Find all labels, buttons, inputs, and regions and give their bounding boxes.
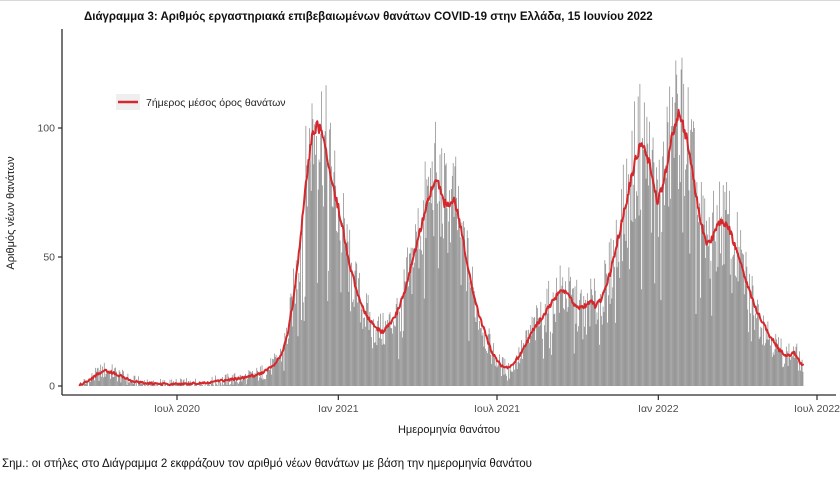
axes: 0 50 100 Ιουλ 2020 Ιαν 2021 Ιουλ 2021 Ιαν 2022… (37, 29, 840, 415)
y-axis-title: Αριθμός νέων θανάτων (5, 156, 17, 270)
legend: 7ήμερος μέσος όρος θανάτων (116, 94, 286, 110)
plot-area: 0 50 100 Ιουλ 2020 Ιαν 2021 Ιουλ 2021 Ιαν 2022… (37, 29, 840, 415)
page-title: Διάγραμμα 3: Αριθμός εργαστηριακά επιβεβ… (84, 11, 653, 23)
x-axis-title: Ημερομηνία θανάτου (398, 424, 500, 436)
footnote: Σημ.: οι στήλες στο Διάγραμμα 2 εκφράζου… (2, 458, 532, 470)
avg-line-series (78, 108, 804, 387)
x-tick-label: Ιαν 2022 (638, 403, 679, 415)
y-tick-label: 100 (37, 123, 55, 135)
y-tick-label: 0 (49, 381, 55, 393)
bars-series (80, 57, 804, 386)
x-tick-label: Ιαν 2021 (318, 403, 359, 415)
legend-label: 7ήμερος μέσος όρος θανάτων (146, 97, 286, 109)
y-tick-label: 50 (43, 252, 55, 264)
x-tick-label: Ιουλ 2022 (794, 403, 840, 415)
x-tick-label: Ιουλ 2021 (474, 403, 520, 415)
x-tick-label: Ιουλ 2020 (154, 403, 200, 415)
